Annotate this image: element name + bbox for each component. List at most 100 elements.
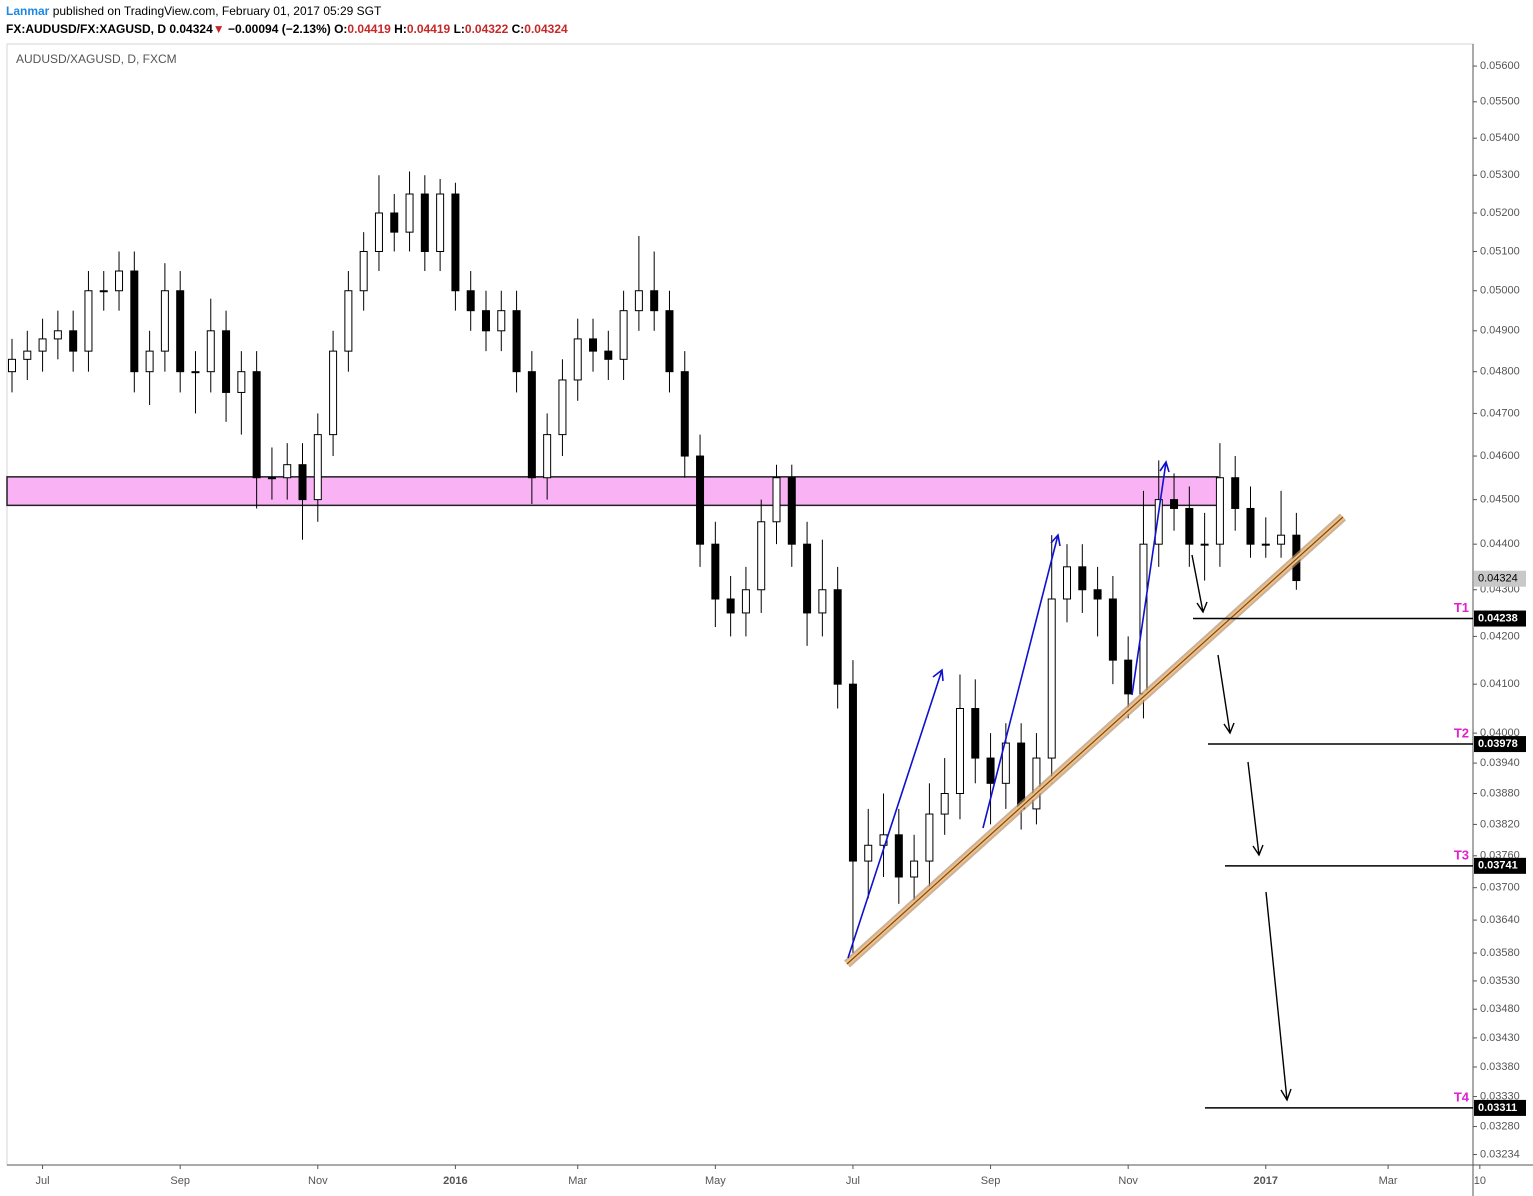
body xyxy=(543,434,552,479)
o: O:0.04419 xyxy=(334,22,391,36)
x-tick-label: Jul xyxy=(36,1175,50,1187)
body xyxy=(206,330,215,373)
y-tick-label: 0.05100 xyxy=(1480,245,1520,257)
body xyxy=(527,371,536,479)
publish-line: Lanmar published on TradingView.com, Feb… xyxy=(6,4,381,18)
target-badge xyxy=(1474,736,1526,753)
y-tick-label: 0.05300 xyxy=(1480,169,1520,181)
c: C:0.04324 xyxy=(512,22,568,36)
body xyxy=(1078,566,1087,591)
body xyxy=(23,350,32,360)
body xyxy=(466,290,475,312)
body xyxy=(359,250,368,292)
body xyxy=(864,844,873,862)
blue-arrows xyxy=(847,460,1170,959)
body xyxy=(925,813,934,862)
x-tick-label: 2016 xyxy=(443,1175,467,1187)
y-tick-label: 0.03234 xyxy=(1480,1148,1520,1160)
body xyxy=(8,358,16,373)
body xyxy=(558,379,567,436)
body xyxy=(971,707,980,759)
black-arrows xyxy=(1191,554,1292,1102)
body xyxy=(160,290,169,352)
body xyxy=(1093,589,1102,600)
arrow xyxy=(847,668,944,959)
target-badge xyxy=(1474,1099,1526,1116)
body xyxy=(696,455,705,545)
x-tick-label: Nov xyxy=(308,1175,328,1187)
body xyxy=(1215,477,1224,545)
body xyxy=(1231,477,1240,509)
body xyxy=(191,371,200,374)
y-tick-label: 0.03380 xyxy=(1480,1061,1520,1073)
arrow xyxy=(1217,654,1235,735)
body xyxy=(1170,499,1179,509)
arrow xyxy=(1131,460,1170,696)
y-tick-label: 0.04400 xyxy=(1480,538,1520,550)
x-tick-label: Sep xyxy=(170,1175,190,1187)
body xyxy=(757,521,766,591)
f-value: 0.04419 xyxy=(406,22,451,36)
x-tick-label: 10 xyxy=(1474,1175,1486,1187)
body xyxy=(298,464,307,501)
body xyxy=(115,270,124,292)
author[interactable]: Lanmar xyxy=(6,4,50,18)
last: 0.04324 xyxy=(169,22,213,36)
y-tick-label: 0.05200 xyxy=(1480,207,1520,219)
x-tick-label: May xyxy=(705,1175,726,1187)
body xyxy=(650,290,659,312)
body xyxy=(741,589,750,614)
body xyxy=(787,477,796,545)
body xyxy=(145,350,154,373)
body xyxy=(176,290,185,373)
body xyxy=(267,477,276,480)
zone xyxy=(6,476,1219,507)
body xyxy=(604,350,613,360)
body xyxy=(222,330,231,393)
target-name: T3 xyxy=(1454,847,1469,862)
l: L:0.04322 xyxy=(454,22,509,36)
body xyxy=(1047,598,1056,759)
f-label: O: xyxy=(334,22,348,36)
body xyxy=(99,290,108,293)
body xyxy=(1001,742,1010,784)
arrow: ▼ xyxy=(212,22,225,36)
body xyxy=(1154,499,1163,545)
body xyxy=(252,371,261,479)
chart-title: AUDUSD/XAGUSD, D, FXCM xyxy=(16,52,177,66)
body xyxy=(1261,543,1270,546)
y-tick-label: 0.04900 xyxy=(1480,325,1520,337)
y-tick-label: 0.03280 xyxy=(1480,1120,1520,1132)
body xyxy=(726,598,735,614)
x-tick-label: Mar xyxy=(568,1175,587,1187)
f-value: 0.04419 xyxy=(347,22,391,36)
body xyxy=(833,589,842,685)
pane-border xyxy=(6,43,1474,1166)
y-tick-label: 0.03820 xyxy=(1480,818,1520,830)
x-tick-label: Jul xyxy=(846,1175,860,1187)
body xyxy=(374,212,383,252)
arrow xyxy=(1191,554,1208,614)
body xyxy=(772,477,781,523)
y-tick-label: 0.03480 xyxy=(1480,1003,1520,1015)
trendline-core xyxy=(846,516,1344,965)
body xyxy=(940,793,949,815)
body xyxy=(283,464,292,479)
y-tick-label: 0.03330 xyxy=(1480,1090,1520,1102)
target-badge xyxy=(1474,610,1526,627)
body xyxy=(619,310,628,360)
body xyxy=(1200,543,1209,546)
y-tick-label: 0.04100 xyxy=(1480,678,1520,690)
y-tick-label: 0.05400 xyxy=(1480,132,1520,144)
target-label: 0.03741 xyxy=(1478,860,1518,872)
y-tick-label: 0.03430 xyxy=(1480,1032,1520,1044)
body xyxy=(986,757,995,784)
target-name: T4 xyxy=(1454,1089,1470,1104)
x-tick-label: Nov xyxy=(1118,1175,1138,1187)
body xyxy=(344,290,353,352)
body xyxy=(497,310,506,332)
body xyxy=(1108,598,1117,661)
body xyxy=(573,338,582,381)
